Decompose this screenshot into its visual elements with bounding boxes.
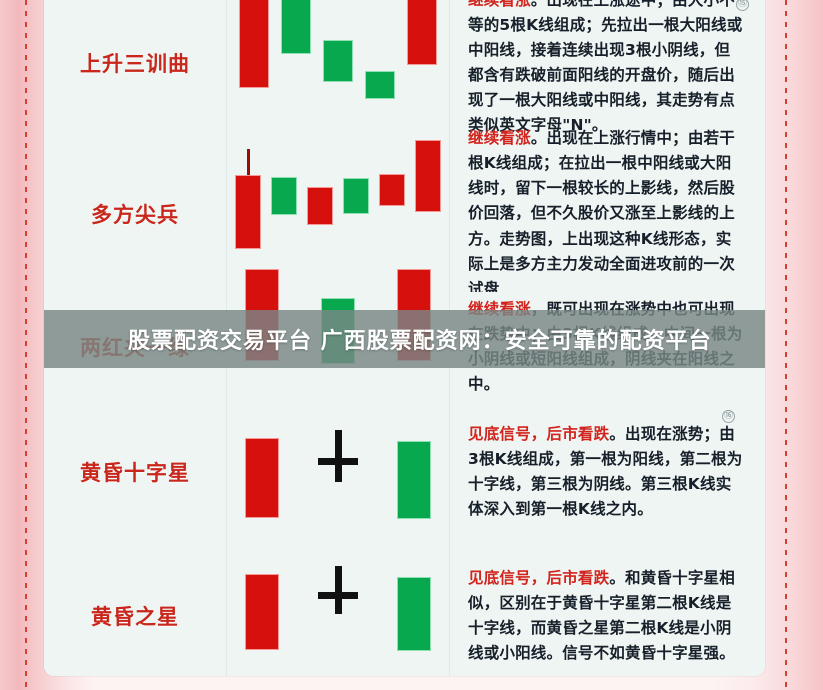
pattern-signal-separator: ，: [530, 299, 547, 318]
pattern-description: 继续看涨，既可出现在涨势中也可出现在跌势中；由3根K线组成，中间一根为小阴线或短…: [468, 297, 743, 397]
table-row: 黄昏十字星 见底信号，后市看跌。出现在涨势；由3根K线组成，第一根为阳线，第二根为…: [44, 402, 765, 543]
candle-bearish-green: [343, 178, 369, 214]
candlestick-chart: [227, 402, 449, 542]
pattern-description-cell: 见底信号，后市看跌。出现在涨势；由3根K线组成，第一根为阳线，第二根为十字线，第…: [450, 402, 765, 542]
pattern-signal-label: 继续看涨: [468, 129, 531, 148]
candlestick-chart-cell: [227, 136, 450, 292]
pattern-name-label: 多方尖兵: [91, 203, 179, 227]
candlestick-chart: [227, 136, 449, 292]
candle-bullish-red: [245, 438, 279, 518]
pattern-name-cell: 多方尖兵: [44, 136, 227, 292]
pattern-signal-separator: 。: [530, 129, 547, 148]
pattern-description-text: 出现在上涨途中；由大小不等的5根K线组成；先拉出一根大阳线或中阳线，接着连续出现…: [468, 0, 743, 135]
table-row: 黄昏之星 见底信号，后市看跌。和黄昏十字星相似，区别在于黄昏十字星第二根K线是十字…: [44, 542, 765, 676]
pattern-name-label: 黄昏之星: [91, 605, 179, 629]
pattern-description: 继续看涨。出现在上涨途中；由大小不等的5根K线组成；先拉出一根大阳线或中阳线，接…: [468, 0, 743, 138]
pattern-description-text: 出现在涨势；由3根K线组成，第一根为阳线，第二根为十字线，第三根为阴线。第三根K…: [468, 424, 743, 519]
pattern-name-cell: 上升三训曲: [44, 0, 227, 136]
candle-bearish-green: [397, 441, 431, 519]
pattern-name-cell: 黄昏之星: [44, 542, 227, 676]
pattern-description-cell: 继续看涨，既可出现在涨势中也可出现在跌势中；由3根K线组成，中间一根为小阴线或短…: [450, 292, 765, 402]
row-index-mark-row4: ⑯: [722, 410, 735, 423]
pattern-signal-label: 见底信号，后市看跌: [468, 568, 610, 587]
candle-bullish-red: [239, 0, 269, 88]
pattern-description: 继续看涨。出现在上涨行情中；由若干根K线组成；在拉出一根中阳线或大阳线时，留下一…: [468, 126, 743, 302]
dotted-line-left: [25, 0, 27, 690]
pattern-signal-separator: 。: [609, 568, 626, 587]
dotted-line-right: [785, 0, 787, 690]
pattern-signal-separator: 。: [609, 424, 626, 443]
candle-bearish-green: [281, 0, 311, 54]
pattern-name-cell: 黄昏十字星: [44, 402, 227, 542]
kline-pattern-table: 入市需谨慎 投资有风险 入市需谨慎 上升三训曲继续看涨。出现在上涨途中；由大小不…: [44, 0, 765, 676]
candle-bearish-green: [397, 577, 431, 651]
pattern-description-cell: 见底信号，后市看跌。和黄昏十字星相似，区别在于黄昏十字星第二根K线是十字线，而黄…: [450, 542, 765, 676]
candle-bullish-red: [397, 269, 431, 361]
pattern-signal-label: 见底信号，后市看跌: [468, 424, 610, 443]
candle-bearish-green: [323, 40, 353, 82]
doji-crossbar: [318, 592, 358, 599]
candlestick-chart-cell: [227, 0, 450, 136]
table-row: 上升三训曲 继续看涨。出现在上涨途中；由大小不等的5根K线组成；先拉出一根大阳线或…: [44, 0, 765, 137]
candle-bearish-green: [321, 298, 355, 364]
candle-bullish-red: [407, 0, 437, 65]
row-index-mark-top: ⑮: [736, 0, 749, 11]
pattern-description: 见底信号，后市看跌。出现在涨势；由3根K线组成，第一根为阳线，第二根为十字线，第…: [468, 422, 743, 522]
candle-bullish-red: [379, 174, 405, 206]
candle-bullish-red: [307, 187, 333, 225]
candle-bearish-green: [365, 71, 395, 99]
candlestick-chart-cell: [227, 269, 450, 402]
doji-candle: [334, 430, 342, 482]
candlestick-chart: [227, 269, 449, 402]
table-row: 两红夹一绿 继续看涨，既可出现在涨势中也可出现在跌势中；由3根K线组成，中间一根为…: [44, 269, 765, 403]
candlestick-chart-cell: [227, 402, 450, 542]
candlestick-chart: [227, 0, 449, 136]
pattern-name-label: 黄昏十字星: [80, 461, 190, 485]
pattern-name-cell: 两红夹一绿: [44, 292, 227, 402]
candle-bearish-green: [271, 177, 297, 215]
doji-candle: [334, 566, 342, 614]
candlestick-chart: [227, 542, 449, 676]
doji-crossbar: [318, 458, 358, 465]
pattern-name-label: 上升三训曲: [80, 52, 190, 76]
pattern-description: 见底信号，后市看跌。和黄昏十字星相似，区别在于黄昏十字星第二根K线是十字线，而黄…: [468, 566, 743, 666]
pattern-name-label: 两红夹一绿: [80, 336, 190, 360]
candle-bullish-red: [235, 175, 261, 249]
pattern-signal-separator: 。: [531, 0, 547, 9]
pattern-signal-label: 继续看涨: [468, 299, 531, 318]
pattern-description-text: 出现在上涨行情中；由若干根K线组成；在拉出一根中阳线或大阳线时，留下一根较长的上…: [468, 129, 735, 298]
pattern-description-cell: 继续看涨。出现在上涨途中；由大小不等的5根K线组成；先拉出一根大阳线或中阳线，接…: [450, 0, 765, 136]
candle-bullish-red: [245, 269, 279, 361]
table-row: 多方尖兵 继续看涨。出现在上涨行情中；由若干根K线组成；在拉出一根中阳线或大阳线时…: [44, 129, 765, 298]
candle-bullish-red: [245, 574, 279, 650]
pattern-signal-label: 继续看涨: [468, 0, 531, 9]
candle-upper-wick: [246, 149, 250, 175]
candlestick-chart-cell: [227, 542, 450, 676]
pattern-description-cell: 继续看涨。出现在上涨行情中；由若干根K线组成；在拉出一根中阳线或大阳线时，留下一…: [450, 129, 765, 298]
candle-bullish-red: [415, 140, 441, 212]
pattern-description-text: 和黄昏十字星相似，区别在于黄昏十字星第二根K线是十字线，而黄昏之星第二根K线是小…: [468, 568, 735, 663]
